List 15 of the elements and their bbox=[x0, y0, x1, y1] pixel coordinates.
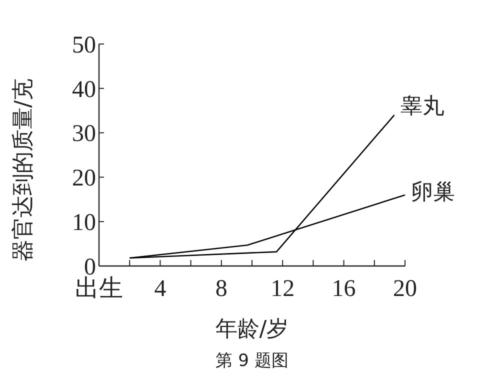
x-tick-label: 12 bbox=[270, 276, 295, 302]
series-label: 卵巢 bbox=[411, 180, 455, 205]
series-label: 睾丸 bbox=[400, 94, 444, 120]
y-tick-label: 50 bbox=[72, 32, 96, 58]
x-tick-label: 16 bbox=[332, 276, 356, 302]
y-tick-label: 10 bbox=[72, 210, 96, 236]
y-tick-label: 20 bbox=[72, 166, 96, 192]
y-tick-label: 30 bbox=[72, 121, 96, 148]
x-tick-label: 8 bbox=[215, 276, 228, 302]
y-tick-label: 40 bbox=[72, 76, 96, 103]
x-axis-title: 年龄/岁 bbox=[215, 317, 289, 342]
x-tick-label: 20 bbox=[393, 276, 417, 302]
text: 第 9 题图 bbox=[216, 351, 288, 371]
y-axis-title: 器官达到的质量/克 bbox=[11, 78, 36, 262]
x-tick-label: 4 bbox=[154, 276, 166, 302]
